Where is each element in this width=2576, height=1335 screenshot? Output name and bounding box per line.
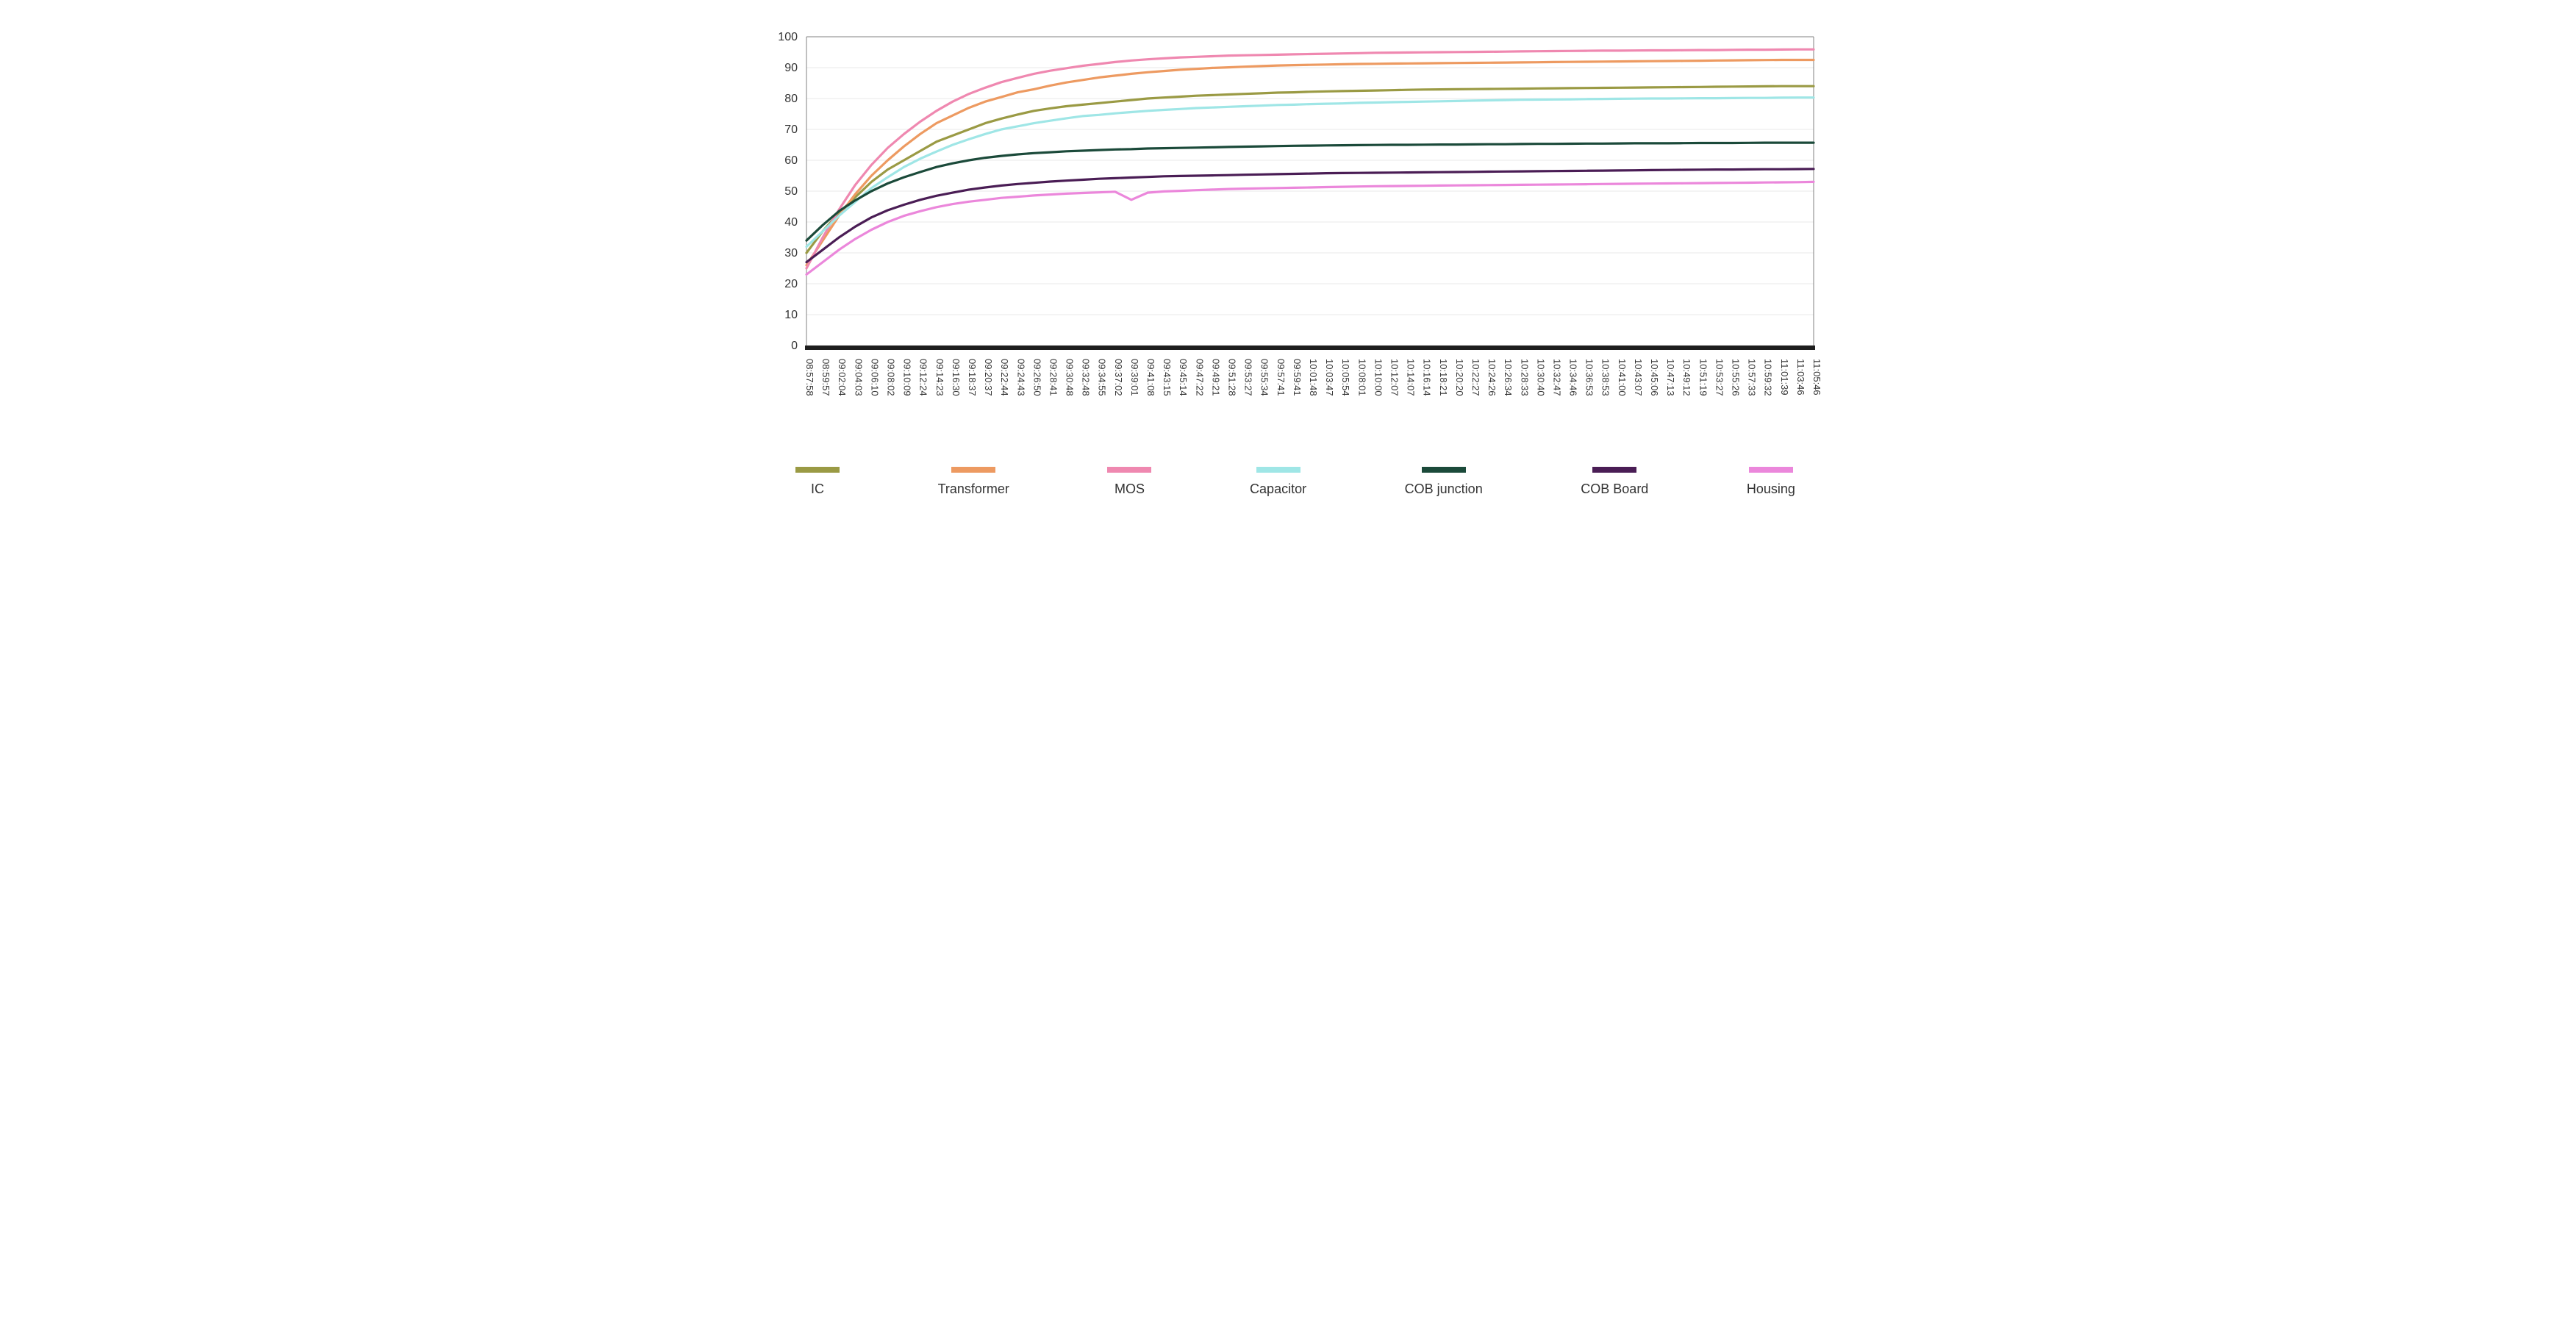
x-tick-label: 09:55:34 (1259, 359, 1270, 396)
y-tick-label: 70 (784, 124, 798, 136)
y-tick-label: 30 (784, 247, 798, 260)
x-tick-label: 09:28:41 (1048, 359, 1059, 396)
x-tick-label: 08:57:58 (804, 359, 815, 396)
x-tick-label: 10:53:27 (1714, 359, 1725, 396)
legend-swatch-mos (1107, 467, 1151, 473)
x-tick-label: 10:55:26 (1731, 359, 1742, 396)
x-tick-label: 10:28:33 (1519, 359, 1530, 396)
x-tick-label: 10:12:07 (1389, 359, 1400, 396)
x-tick-label: 09:51:28 (1227, 359, 1238, 396)
x-tick-label: 09:02:04 (837, 359, 848, 396)
x-tick-label: 10:20:20 (1454, 359, 1465, 396)
x-tick-label: 10:08:01 (1356, 359, 1367, 396)
legend-swatch-housing (1749, 467, 1793, 473)
x-tick-label: 10:10:00 (1373, 359, 1384, 396)
y-tick-label: 60 (784, 154, 798, 167)
legend-label: Transformer (938, 482, 1009, 497)
x-tick-label: 10:32:47 (1551, 359, 1562, 396)
legend-label: Capacitor (1250, 482, 1306, 497)
x-tick-label: 10:03:47 (1324, 359, 1335, 396)
x-tick-label: 09:47:22 (1194, 359, 1205, 396)
x-tick-label: 10:01:48 (1308, 359, 1319, 396)
legend-item-housing: Housing (1747, 467, 1795, 497)
legend-item-cob_junction: COB junction (1405, 467, 1483, 497)
x-tick-label: 09:34:55 (1097, 359, 1108, 396)
y-tick-label: 50 (784, 185, 798, 198)
chart-svg: 0 10 20 30 40 50 60 70 80 90 100 08:57:58 08:59:57 09… (751, 29, 1825, 441)
x-tick-label: 10:05:54 (1340, 359, 1351, 396)
x-tick-label: 09:22:44 (999, 359, 1010, 396)
legend-label: Housing (1747, 482, 1795, 497)
x-tick-label: 09:53:27 (1243, 359, 1254, 396)
x-tick-label: 11:03:46 (1795, 359, 1806, 396)
x-tick-label: 09:32:48 (1081, 359, 1092, 396)
x-tick-label: 09:10:09 (902, 359, 913, 396)
x-tick-label: 09:59:41 (1292, 359, 1303, 396)
x-tick-label: 09:39:01 (1129, 359, 1140, 396)
x-tick-label: 10:49:12 (1681, 359, 1692, 396)
x-tick-label: 09:20:37 (983, 359, 994, 396)
x-tick-label: 10:45:06 (1649, 359, 1660, 396)
x-tick-label: 10:18:21 (1438, 359, 1449, 396)
x-tick-label: 09:14:23 (934, 359, 945, 396)
legend-label: IC (811, 482, 824, 497)
x-tick-label: 11:01:39 (1779, 359, 1790, 396)
x-tick-label: 10:24:26 (1486, 359, 1498, 396)
x-tick-label: 09:45:14 (1178, 359, 1189, 396)
x-tick-label: 09:18:37 (967, 359, 978, 396)
x-tick-label: 10:57:33 (1747, 359, 1758, 396)
x-tick-label: 10:34:46 (1568, 359, 1579, 396)
x-tick-label: 10:41:00 (1617, 359, 1628, 396)
x-tick-label: 10:26:34 (1503, 359, 1514, 396)
legend-swatch-cob_board (1592, 467, 1636, 473)
x-tick-label: 09:37:02 (1113, 359, 1124, 396)
x-tick-label: 09:16:30 (951, 359, 962, 396)
x-tick-label: 10:51:19 (1697, 359, 1709, 396)
chart-legend: IC Transformer MOS Capacitor COB junction COB… (751, 467, 1825, 497)
legend-label: MOS (1115, 482, 1145, 497)
x-tick-label: 10:36:53 (1584, 359, 1595, 396)
x-tick-label: 09:12:24 (918, 359, 929, 396)
legend-swatch-capacitor (1256, 467, 1300, 473)
temperature-chart: 0 10 20 30 40 50 60 70 80 90 100 08:57:58 08:59:57 09… (751, 29, 1825, 497)
x-tick-label: 09:24:43 (1015, 359, 1026, 396)
x-tick-label: 10:14:07 (1406, 359, 1417, 396)
x-tick-label: 10:43:07 (1633, 359, 1644, 396)
x-tick-label: 09:08:02 (885, 359, 896, 396)
x-tick-label: 10:16:14 (1422, 359, 1433, 396)
legend-label: COB Board (1581, 482, 1648, 497)
x-tick-label: 09:49:21 (1210, 359, 1221, 396)
x-tick-label: 09:30:48 (1065, 359, 1076, 396)
x-tick-label: 10:22:27 (1470, 359, 1481, 396)
x-tick-label: 09:04:03 (853, 359, 864, 396)
legend-item-cob_board: COB Board (1581, 467, 1648, 497)
legend-swatch-transformer (951, 467, 995, 473)
legend-item-transformer: Transformer (938, 467, 1009, 497)
y-tick-label: 40 (784, 216, 798, 229)
y-tick-label: 0 (791, 340, 798, 352)
legend-item-mos: MOS (1107, 467, 1151, 497)
x-tick-label: 11:05:46 (1811, 359, 1822, 396)
y-tick-label: 100 (778, 31, 798, 43)
x-tick-label: 09:41:08 (1145, 359, 1156, 396)
x-tick-label: 10:47:13 (1665, 359, 1676, 396)
y-tick-label: 20 (784, 278, 798, 290)
x-tick-label: 08:59:57 (820, 359, 831, 396)
y-tick-label: 80 (784, 93, 798, 105)
y-tick-label: 10 (784, 309, 798, 321)
x-tick-label: 10:59:32 (1763, 359, 1774, 396)
x-tick-label: 09:57:41 (1276, 359, 1287, 396)
legend-swatch-ic (795, 467, 840, 473)
x-tick-label: 09:43:15 (1162, 359, 1173, 396)
y-tick-label: 90 (784, 62, 798, 74)
x-tick-label: 10:38:53 (1600, 359, 1611, 396)
legend-label: COB junction (1405, 482, 1483, 497)
x-tick-label: 09:06:10 (869, 359, 880, 396)
x-tick-label: 09:26:50 (1031, 359, 1042, 396)
legend-item-capacitor: Capacitor (1250, 467, 1306, 497)
legend-swatch-cob_junction (1422, 467, 1466, 473)
legend-item-ic: IC (795, 467, 840, 497)
x-tick-label: 10:30:40 (1535, 359, 1546, 396)
